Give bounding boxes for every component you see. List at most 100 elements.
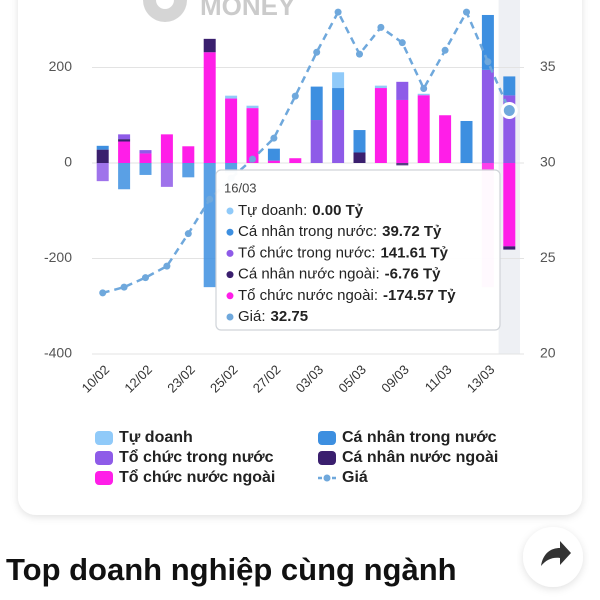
bar-segment xyxy=(417,93,430,96)
price-line xyxy=(102,9,511,295)
price-point xyxy=(441,46,449,54)
price-point xyxy=(398,39,406,47)
tooltip-label: Tự doanh: xyxy=(238,202,307,219)
tooltip-dot xyxy=(226,228,234,236)
bar-segment xyxy=(396,163,409,166)
bar-segment xyxy=(182,163,195,178)
legend-swatch xyxy=(95,471,113,485)
price-point xyxy=(420,85,428,93)
tooltip-row: Cá nhân trong nước: 39.72 Tỷ xyxy=(238,223,442,240)
bar-segment xyxy=(267,148,280,161)
share-button[interactable] xyxy=(523,527,583,587)
tooltip-dot xyxy=(226,271,234,279)
bar-segment xyxy=(225,95,238,99)
legend-swatch xyxy=(318,451,336,465)
tooltip-label: Cá nhân nước ngoài: xyxy=(238,266,380,283)
price-point xyxy=(291,92,299,100)
bar-segment xyxy=(118,134,131,140)
bar-segment xyxy=(139,163,152,175)
bar-segment xyxy=(396,81,409,100)
tooltip-value: 39.72 Tỷ xyxy=(382,223,442,240)
bar-segment xyxy=(246,105,259,109)
price-point xyxy=(184,230,192,238)
bar-segment xyxy=(310,86,323,121)
legend-swatch xyxy=(323,474,331,482)
bar-segment xyxy=(118,141,131,163)
y2-tick-label: 35 xyxy=(540,58,556,74)
bar-segment xyxy=(182,146,195,163)
y-tick-label: 200 xyxy=(49,58,73,74)
tooltip-dot xyxy=(226,292,234,300)
price-point-active xyxy=(500,101,518,119)
tooltip-value: 32.75 xyxy=(271,308,309,325)
tooltip-row: Tự doanh: 0.00 Tỷ xyxy=(238,202,364,219)
bar-segment xyxy=(96,145,109,150)
legend-label: Cá nhân trong nước xyxy=(342,429,497,446)
bar-segment xyxy=(374,85,387,89)
bar-segment xyxy=(139,153,152,163)
bar-segment xyxy=(96,149,109,163)
legend-label: Cá nhân nước ngoài xyxy=(342,449,498,466)
bar-segment xyxy=(332,109,345,163)
bar-segment xyxy=(417,95,430,163)
legend-label: Giá xyxy=(342,469,368,486)
tooltip-dot xyxy=(226,313,234,321)
bar-segment xyxy=(332,88,345,110)
y-tick-label: -400 xyxy=(44,345,72,361)
tooltip-value: -174.57 Tỷ xyxy=(383,287,456,304)
bar-segment xyxy=(332,72,345,89)
tooltip-label: Cá nhân trong nước: xyxy=(238,223,377,240)
bar-segment xyxy=(503,246,516,250)
bar-segment xyxy=(353,130,366,153)
bar-segment xyxy=(503,76,516,96)
tooltip-box xyxy=(215,169,501,331)
price-point xyxy=(356,50,363,58)
y2-tick-label: 20 xyxy=(540,345,556,361)
price-point xyxy=(99,289,107,297)
bar-segment xyxy=(139,150,152,154)
bar-segment xyxy=(225,98,238,163)
tooltip-row: Tổ chức trong nước: 141.61 Tỷ xyxy=(238,244,449,261)
tooltip-label: Giá: xyxy=(238,308,266,325)
tooltip-value: 141.61 Tỷ xyxy=(380,244,448,261)
watermark: MONEY xyxy=(200,0,295,21)
legend-label: Tổ chức trong nước xyxy=(119,448,274,466)
legend-swatch xyxy=(95,431,113,445)
bar-segment xyxy=(374,88,387,163)
legend-label: Tự doanh xyxy=(119,429,193,446)
price-point xyxy=(270,134,278,142)
bar-segment xyxy=(481,69,494,163)
price-point xyxy=(484,58,492,66)
bar-segment xyxy=(353,152,366,163)
tooltip-dot xyxy=(226,207,234,215)
tooltip-value: -6.76 Tỷ xyxy=(385,266,442,283)
bar-segment xyxy=(246,108,259,163)
bar-segment xyxy=(310,120,323,163)
price-point xyxy=(313,48,321,56)
tooltip-value: 0.00 Tỷ xyxy=(312,202,364,219)
price-point xyxy=(142,274,149,282)
y-tick-label: -200 xyxy=(44,249,72,265)
y2-tick-label: 25 xyxy=(540,249,556,265)
section-heading: Top doanh nghiệp cùng ngành xyxy=(6,552,457,587)
bar-segment xyxy=(160,163,173,187)
tooltip-dot xyxy=(226,249,234,257)
watermark-logo xyxy=(143,0,187,22)
bar-segment xyxy=(118,163,131,190)
price-point xyxy=(249,155,256,163)
bar-segment xyxy=(118,139,131,142)
price-point xyxy=(163,262,171,270)
bar-segment xyxy=(396,99,409,163)
tooltip-row: Cá nhân nước ngoài: -6.76 Tỷ xyxy=(238,266,441,283)
bar-segment xyxy=(460,120,473,163)
bar-segment xyxy=(160,134,173,163)
legend: Tự doanh Cá nhân trong nước Tổ chức trong … xyxy=(95,429,498,486)
tooltip-title: 16/03 xyxy=(224,180,257,195)
bar-segment xyxy=(503,163,516,247)
bar-segment xyxy=(203,163,216,288)
price-point xyxy=(120,283,128,291)
bar-segment xyxy=(289,158,302,163)
bar-segment xyxy=(439,115,452,163)
